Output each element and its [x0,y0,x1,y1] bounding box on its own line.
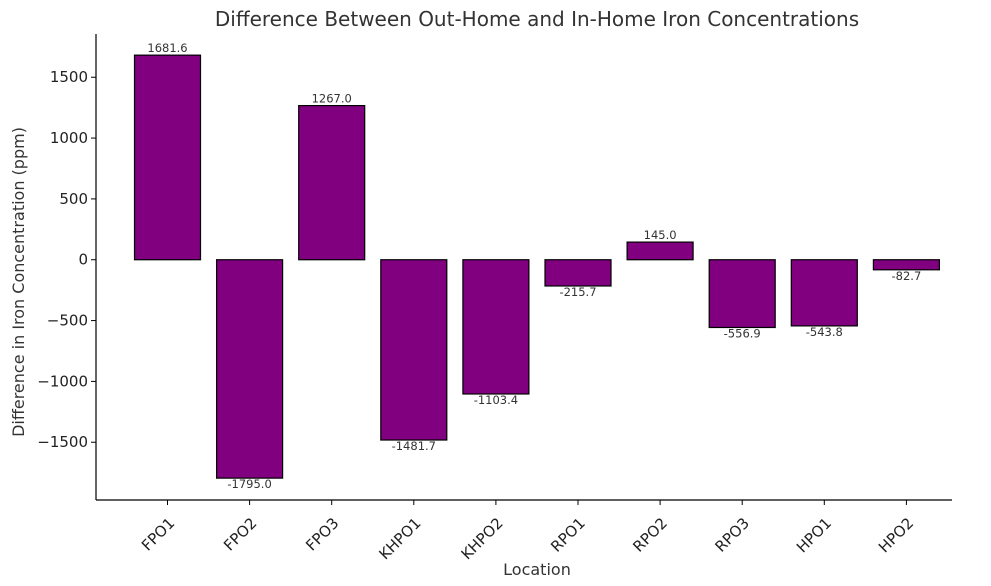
bar [298,104,366,261]
data-label: -1481.7 [392,439,436,453]
y-tick-label: 500 [59,190,88,208]
bar [133,54,202,261]
y-tick-label: −1500 [37,433,88,451]
data-label: -1795.0 [227,477,271,491]
bar [216,259,284,479]
y-tick-label: 1500 [50,68,88,86]
y-tick-label: −500 [47,312,88,330]
x-axis-label: Location [503,560,571,579]
x-tick-label: KHPO1 [375,514,424,563]
x-tick-label: HPO2 [875,514,917,556]
bar [626,241,694,261]
data-label: 145.0 [644,228,677,242]
bar [708,259,776,329]
bar [380,259,448,441]
y-tick-label: 0 [78,251,88,269]
x-tick-label: FPO2 [220,514,260,554]
y-axis-label: Difference in Iron Concentration (ppm) [9,127,28,437]
data-label: -556.9 [724,326,761,340]
data-label: -82.7 [892,269,922,283]
plot-area: 1500 1000 500 0 −500 −1000 −1500 1681.6 FPO1 -179… [37,34,952,563]
x-tick-label: RPO3 [711,514,753,556]
bar [872,259,941,271]
data-label: -215.7 [559,285,596,299]
bar [462,259,530,395]
data-label: -1103.4 [474,393,518,407]
data-label: -543.8 [806,325,843,339]
y-tick-label: −1000 [37,372,88,390]
x-tick-label: KHPO2 [458,514,507,563]
x-tick-label: FPO1 [138,514,178,554]
bar [790,259,858,327]
y-tick-label: 1000 [50,129,88,147]
x-tick-label: RPO2 [629,514,671,556]
data-label: 1681.6 [147,41,187,55]
x-tick-label: RPO1 [547,514,589,556]
x-tick-label: FPO3 [302,514,342,554]
bar [544,259,612,287]
data-label: 1267.0 [312,92,352,106]
x-tick-label: HPO1 [793,514,835,556]
chart-title: Difference Between Out-Home and In-Home … [215,7,859,31]
